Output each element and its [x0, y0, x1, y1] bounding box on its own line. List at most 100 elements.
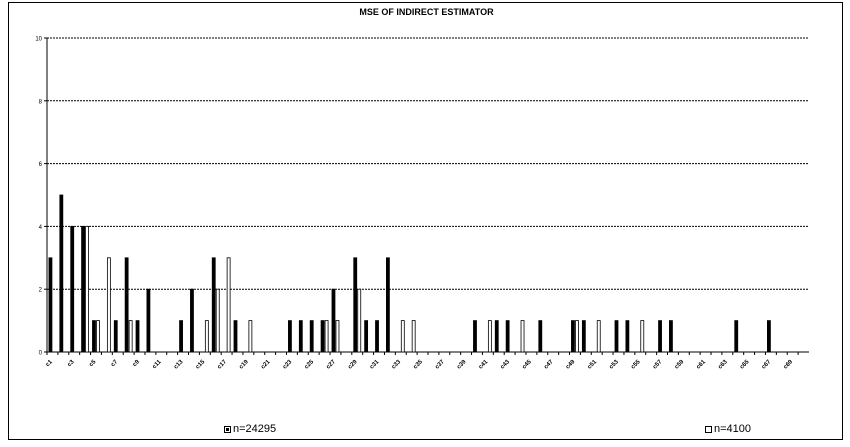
bar-series-1	[92, 320, 96, 353]
x-tick-label: c15	[195, 359, 207, 371]
x-tick-label: c51	[587, 359, 599, 371]
chart-frame: MSE OF INDIRECT ESTIMATOR 0 2 4 6 8 10 c1 c3 c5 c…	[8, 2, 843, 440]
bar-series-2	[575, 320, 579, 353]
bar-series-1	[179, 320, 183, 353]
x-tick-label: c39	[456, 359, 468, 371]
bar-series-1	[48, 257, 53, 353]
bar-series-1	[658, 320, 662, 353]
bar-series-2	[248, 320, 253, 353]
bar-series-2	[106, 257, 111, 353]
x-tick-label: c35	[413, 359, 425, 371]
bar-series-2	[215, 288, 220, 353]
bar-series-1	[146, 288, 151, 353]
bar-series-1	[288, 320, 292, 353]
bar-series-1	[353, 257, 358, 353]
bar-series-2	[411, 320, 416, 353]
x-tick-label: c53	[609, 359, 621, 371]
x-tick-label: c55	[630, 359, 642, 371]
bar-series-1	[298, 320, 303, 353]
bar-series-1	[81, 225, 85, 353]
bar-series-1	[581, 320, 586, 353]
bar-series-2	[357, 288, 362, 353]
bar-series-1	[320, 320, 325, 353]
bar-series-2	[324, 320, 329, 353]
x-tick-label: c19	[238, 359, 250, 371]
x-tick-label: c3	[67, 359, 76, 368]
bar-series-1	[669, 320, 673, 353]
bar-series-1	[190, 288, 194, 353]
x-tick-label: c63	[717, 359, 729, 371]
y-tick-label-4: 4	[39, 225, 43, 231]
x-tick-label: c17	[217, 359, 229, 371]
chart-title: MSE OF INDIRECT ESTIMATOR	[359, 7, 494, 17]
bar-series-2	[520, 320, 525, 353]
bar-series-2	[335, 320, 340, 353]
bar-series-2	[596, 320, 601, 353]
y-tick-label-0: 0	[39, 351, 43, 357]
x-tick-label: c9	[132, 359, 141, 368]
bar-series-2	[400, 320, 405, 353]
bar-series-1	[734, 320, 739, 353]
bar-series-2	[204, 320, 209, 353]
bar-series-1	[124, 257, 129, 353]
x-tick-label: c33	[391, 359, 403, 371]
bar-series-1	[113, 320, 118, 353]
bar-series-1	[767, 320, 771, 353]
bar-series-1	[233, 320, 238, 353]
x-tick-label: c65	[739, 359, 751, 371]
legend-label-series-1: n=24295	[233, 423, 277, 435]
x-tick-label: c21	[260, 359, 272, 371]
bar-series-1	[505, 320, 510, 353]
x-tick-label: c69	[783, 359, 795, 371]
bar-series-1	[331, 288, 336, 353]
legend-item-series-2: n=4100	[705, 423, 751, 435]
bar-series-1	[473, 320, 477, 353]
x-tick-label: c59	[674, 359, 686, 371]
x-tick-label: c47	[543, 359, 555, 371]
x-tick-label: c41	[478, 359, 490, 371]
x-tick-label: c31	[369, 359, 381, 371]
bar-series-2	[96, 320, 100, 353]
x-tick-label: c43	[500, 359, 512, 371]
x-tick-label: c45	[522, 359, 534, 371]
bar-series-1	[135, 320, 140, 353]
x-tick-label: c27	[326, 359, 338, 371]
x-tick-label: c25	[304, 359, 316, 371]
x-tick-label: c23	[282, 359, 294, 371]
bar-chart: 0 2 4 6 8 10 c1 c3 c5 c7 c9 c11 c13 c15 c17 c19 c21 c23 c2…	[35, 37, 809, 371]
x-tick-label: c61	[696, 359, 708, 371]
legend-item-series-1: n=24295	[224, 423, 276, 435]
bar-series-1	[494, 320, 499, 353]
bar-series-1	[364, 320, 369, 353]
x-tick-label: c57	[652, 359, 664, 371]
bar-series-1	[375, 320, 379, 353]
x-tick-label: c1	[45, 359, 54, 368]
x-tick-label: c49	[565, 359, 577, 371]
bar-series-2	[640, 320, 645, 353]
legend-swatch-hollow	[705, 425, 712, 433]
x-tick-label: c37	[434, 359, 446, 371]
bar-series-1	[538, 320, 543, 353]
bar-series-1	[70, 225, 75, 353]
x-tick-label: c29	[347, 359, 359, 371]
bar-series-1	[309, 320, 314, 353]
bar-series-2	[85, 225, 89, 353]
x-tick-label: c11	[152, 359, 164, 371]
bar-series-1	[211, 257, 216, 353]
y-tick-label-8: 8	[39, 99, 43, 105]
bar-series-2	[226, 257, 231, 353]
bar-series-1	[59, 194, 64, 353]
bar-series-1	[571, 320, 575, 353]
bar-series-1	[614, 320, 619, 353]
legend-swatch-filled	[224, 425, 231, 433]
x-tick-label: c13	[173, 359, 185, 371]
y-tick-label-10: 10	[35, 37, 42, 43]
y-tick-label-6: 6	[39, 162, 43, 168]
x-tick-label: c7	[110, 359, 119, 368]
bar-series-2	[487, 320, 492, 353]
bar-series-1	[625, 320, 630, 353]
bar-series-1	[385, 257, 390, 353]
legend-label-series-2: n=4100	[714, 423, 752, 435]
x-tick-label: c5	[88, 359, 97, 368]
x-tick-label: c67	[761, 359, 773, 371]
